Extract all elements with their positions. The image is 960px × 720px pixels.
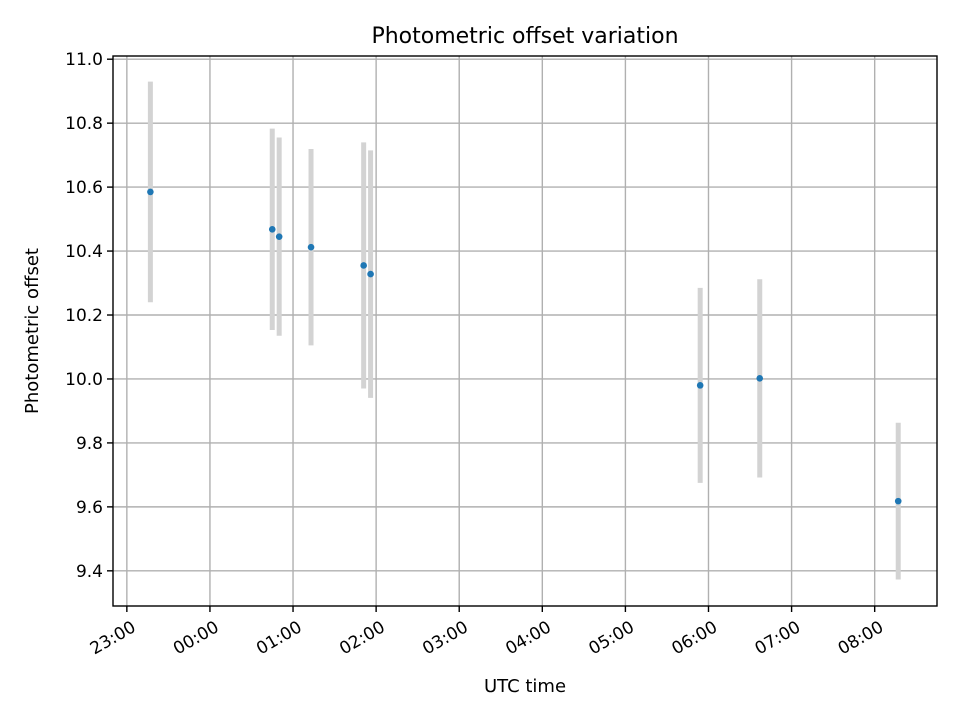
- x-axis-label: UTC time: [484, 676, 566, 697]
- data-point: [360, 262, 367, 269]
- x-tick-label: 01:00: [253, 617, 305, 659]
- y-tick-label: 11.0: [65, 50, 103, 70]
- x-tick-label: 03:00: [419, 617, 471, 659]
- y-tick-label: 10.6: [65, 178, 103, 198]
- data-point: [275, 233, 283, 240]
- y-tick-label: 10.4: [65, 242, 103, 262]
- x-axis: 23:00 00:00 01:00 02:00 03:00 04:00 05:00 06:00…: [87, 606, 887, 659]
- data-point: [894, 497, 902, 505]
- data-point: [696, 382, 704, 389]
- data-point: [367, 270, 374, 278]
- data-points: [147, 188, 902, 505]
- y-tick-label: 10.0: [65, 370, 103, 390]
- data-point: [307, 243, 315, 251]
- x-tick-label: 02:00: [336, 617, 388, 659]
- x-tick-label: 07:00: [752, 617, 804, 659]
- y-axis: 9.4 9.6 9.8 10.0 10.2 10.4 10.6 10.8 11.0: [65, 50, 113, 582]
- x-tick-label: 04:00: [502, 617, 554, 659]
- x-tick-label: 08:00: [835, 617, 887, 659]
- errorbars: [147, 81, 901, 580]
- x-tick-label: 06:00: [669, 617, 721, 659]
- grid: [113, 56, 937, 606]
- y-axis-label: Photometric offset: [22, 248, 43, 414]
- data-point: [147, 188, 154, 196]
- data-point: [756, 375, 764, 382]
- y-tick-label: 9.4: [76, 562, 103, 582]
- x-tick-label: 05:00: [585, 617, 637, 659]
- x-tick-label: 00:00: [170, 617, 222, 659]
- y-tick-label: 9.8: [76, 434, 103, 454]
- y-tick-label: 10.2: [65, 306, 103, 326]
- x-tick-label: 23:00: [87, 617, 139, 659]
- y-tick-label: 9.6: [76, 498, 103, 518]
- plot-frame: [112, 55, 938, 607]
- data-point: [268, 226, 276, 233]
- y-tick-label: 10.8: [65, 114, 103, 134]
- chart-title: Photometric offset variation: [371, 24, 678, 49]
